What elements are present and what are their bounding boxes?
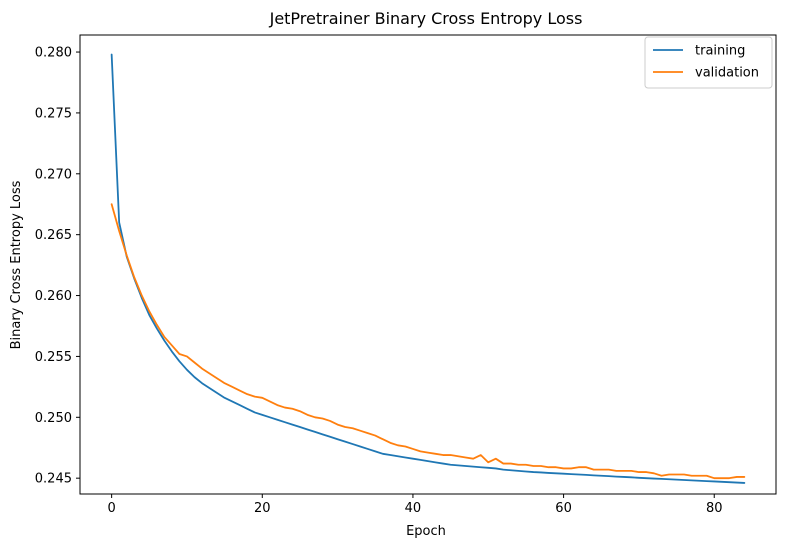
y-tick-label: 0.265 (35, 228, 72, 243)
x-axis-label: Epoch (406, 524, 446, 539)
x-tick-label: 80 (706, 501, 723, 516)
y-tick-label: 0.255 (35, 350, 72, 365)
y-tick-label: 0.245 (35, 472, 72, 487)
x-axis-ticks: 0 20 40 60 80 (107, 494, 723, 516)
axes-frame (79, 34, 777, 495)
series-line-validation (110, 203, 746, 480)
x-tick-label: 60 (555, 501, 572, 516)
legend-label-validation: validation (695, 66, 759, 81)
x-tick-label: 20 (254, 501, 271, 516)
y-tick-label: 0.260 (35, 289, 72, 304)
x-tick-label: 0 (107, 501, 115, 516)
y-axis-label: Binary Cross Entropy Loss (9, 180, 24, 349)
legend: training validation (644, 36, 773, 89)
legend-items: training validation (653, 44, 759, 81)
x-tick-label: 40 (405, 501, 422, 516)
series-layer (110, 53, 746, 484)
y-tick-label: 0.280 (35, 46, 72, 61)
y-tick-label: 0.250 (35, 411, 72, 426)
y-axis-ticks: 0.245 0.250 0.255 0.260 0.265 0.270 0.275 0.280 (35, 46, 80, 487)
y-tick-label: 0.270 (35, 167, 72, 182)
legend-label-training: training (695, 44, 745, 59)
y-tick-label: 0.275 (35, 106, 72, 121)
series-line-training (110, 53, 746, 484)
plot-area (79, 34, 777, 495)
chart-title: JetPretrainer Binary Cross Entropy Loss (269, 9, 583, 28)
